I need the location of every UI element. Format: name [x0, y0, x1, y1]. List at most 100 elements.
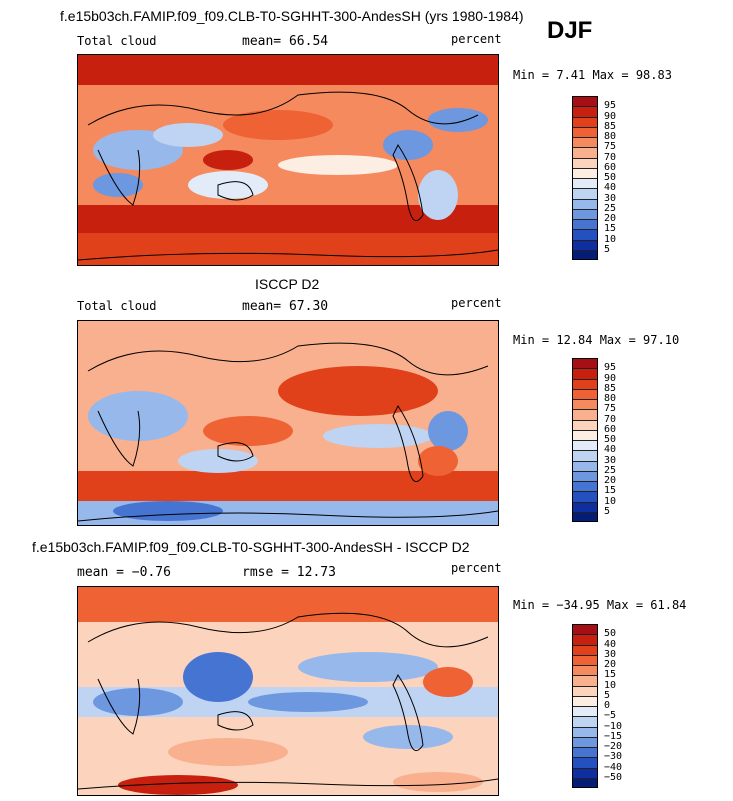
colorbar-swatch	[572, 208, 598, 219]
colorbar-frame	[572, 624, 598, 788]
colorbar-tick-label: 15	[604, 485, 617, 497]
panel3-mean-label: mean = −0.76	[77, 565, 171, 580]
colorbar-tick-label: 75	[604, 141, 617, 153]
colorbar-tick-label: 40	[604, 444, 617, 456]
colorbar-swatch	[572, 511, 598, 522]
colorbar-tick-label: 30	[604, 648, 617, 660]
colorbar-swatch	[572, 644, 598, 655]
colorbar-swatch	[572, 239, 598, 250]
colorbar-tick-label: 30	[604, 192, 617, 204]
colorbar-swatch	[572, 399, 598, 410]
colorbar-tick-label: −10	[604, 720, 623, 732]
panel3-title: f.e15b03ch.FAMIP.f09_f09.CLB-T0-SGHHT-30…	[32, 539, 470, 555]
colorbar-tick-label: 80	[604, 131, 617, 142]
colorbar-swatch	[572, 167, 598, 178]
colorbar-swatch	[572, 726, 598, 737]
colorbar-swatch	[572, 440, 598, 451]
panel3-minmax-label: Min = −34.95 Max = 61.84	[513, 598, 687, 612]
panel1-variable-label: Total cloud	[77, 34, 157, 48]
colorbar-swatch	[572, 767, 598, 778]
colorbar-tick-label: 85	[604, 382, 617, 394]
panel1-mean-label: mean= 66.54	[242, 34, 329, 49]
colorbar-tick-label: 25	[604, 202, 617, 214]
colorbar-tick-label: −30	[604, 751, 623, 763]
colorbar-swatch	[572, 378, 598, 389]
colorbar-tick-label: 40	[604, 638, 617, 650]
panel1-minmax-label: Min = 7.41 Max = 98.83	[513, 68, 672, 82]
season-label: DJF	[547, 17, 593, 44]
colorbar-tick-label: 90	[604, 110, 617, 122]
panel3-rmse-label: rmse = 12.73	[242, 565, 336, 580]
colorbar-swatch	[572, 229, 598, 240]
colorbar-tick-label: 5	[604, 505, 611, 517]
colorbar-frame	[572, 96, 598, 260]
colorbar-swatch	[572, 685, 598, 696]
panel1-units-label: percent	[451, 32, 502, 46]
colorbar-swatch	[572, 665, 598, 676]
colorbar-swatch	[572, 188, 598, 199]
panel2-units-label: percent	[451, 296, 502, 310]
colorbar-swatch	[572, 481, 598, 492]
colorbar-swatch	[572, 491, 598, 502]
panel2-variable-label: Total cloud	[77, 299, 157, 313]
colorbar-tick-label: 10	[604, 679, 617, 691]
panel1-map	[77, 54, 499, 266]
colorbar-tick-label: −40	[604, 761, 623, 773]
colorbar-tick-label: −15	[604, 730, 623, 742]
colorbar-tick-label: 20	[604, 475, 617, 486]
colorbar-tick-label: 10	[604, 233, 617, 245]
colorbar-swatch	[572, 116, 598, 127]
colorbar-swatch	[572, 706, 598, 717]
colorbar-swatch	[572, 695, 598, 706]
colorbar-swatch	[572, 419, 598, 430]
colorbar-tick-label: −50	[604, 771, 623, 783]
colorbar-tick-label: 70	[604, 413, 617, 425]
panel1-map-field	[78, 55, 498, 265]
panel3-units-label: percent	[451, 561, 502, 575]
colorbar-swatch	[572, 757, 598, 768]
colorbar-tick-label: 20	[604, 213, 617, 224]
colorbar-swatch	[572, 388, 598, 399]
colorbar-tick-label: 50	[604, 628, 617, 640]
colorbar-tick-label: 85	[604, 120, 617, 132]
colorbar-swatch	[572, 716, 598, 727]
colorbar-tick-label: 30	[604, 454, 617, 466]
panel2-title: ISCCP D2	[255, 276, 320, 292]
colorbar-swatch	[572, 157, 598, 168]
panel3-map	[77, 586, 499, 796]
panel2-map	[77, 320, 499, 526]
colorbar-swatch	[572, 450, 598, 461]
colorbar-swatch	[572, 249, 598, 260]
colorbar-tick-label: 15	[604, 669, 617, 681]
colorbar-swatch	[572, 501, 598, 512]
colorbar-tick-label: 75	[604, 403, 617, 415]
colorbar-swatch	[572, 137, 598, 148]
colorbar-swatch	[572, 460, 598, 471]
colorbar-tick-label: 20	[604, 659, 617, 670]
colorbar-swatch	[572, 106, 598, 117]
panel2-minmax-label: Min = 12.84 Max = 97.10	[513, 333, 680, 347]
figure-title: f.e15b03ch.FAMIP.f09_f09.CLB-T0-SGHHT-30…	[60, 8, 524, 24]
colorbar-swatch	[572, 634, 598, 645]
colorbar-tick-label: 15	[604, 223, 617, 235]
colorbar-tick-label: 90	[604, 372, 617, 384]
panel2-map-field	[78, 321, 498, 525]
colorbar-tick-label: 60	[604, 423, 617, 435]
colorbar-frame	[572, 358, 598, 522]
colorbar-tick-label: 50	[604, 172, 617, 183]
colorbar-swatch	[572, 219, 598, 230]
colorbar-swatch	[572, 147, 598, 158]
colorbar-tick-label: 70	[604, 151, 617, 163]
colorbar-tick-label: 95	[604, 100, 617, 112]
colorbar-tick-label: 60	[604, 161, 617, 173]
colorbar-swatch	[572, 777, 598, 788]
colorbar-tick-label: 0	[604, 700, 611, 711]
colorbar-swatch	[572, 747, 598, 758]
colorbar-swatch	[572, 198, 598, 209]
colorbar-tick-label: −20	[604, 741, 623, 752]
panel3-map-field	[78, 587, 498, 795]
colorbar-tick-label: 80	[604, 393, 617, 404]
colorbar-tick-label: 5	[604, 689, 611, 701]
colorbar-swatch	[572, 178, 598, 189]
panel2-mean-label: mean= 67.30	[242, 299, 329, 314]
